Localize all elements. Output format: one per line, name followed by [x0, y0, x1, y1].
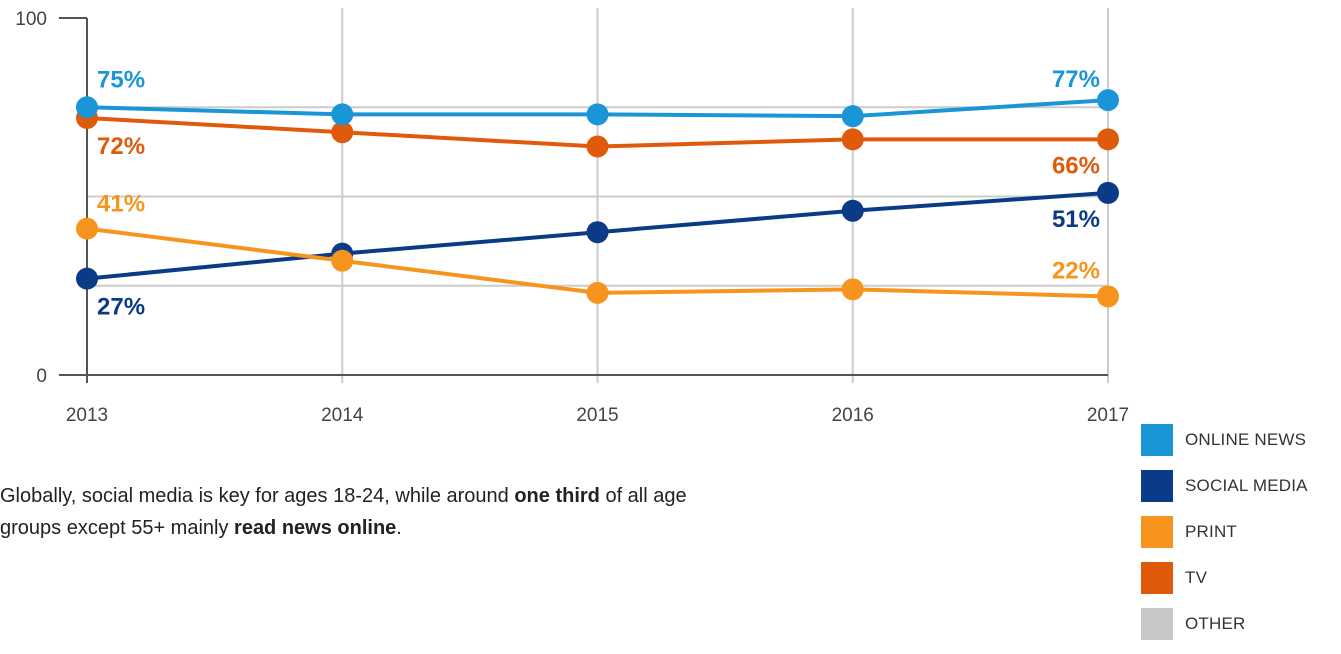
caption-text-2: of all age groups except 55+ mainly	[0, 485, 687, 539]
x-tick-label-2015: 2015	[576, 405, 618, 426]
x-tick-label-2014: 2014	[321, 405, 364, 426]
chart-caption: Globally, social media is key for ages 1…	[0, 480, 700, 544]
data-point-print-2016	[841, 278, 864, 301]
legend-label-other: OTHER	[1185, 614, 1246, 633]
legend-item-social-media: SOCIAL MEDIA	[1141, 470, 1308, 502]
caption-bold-2: read news online	[234, 517, 397, 539]
chart-legend: ONLINE NEWS SOCIAL MEDIA PRINT TV OTHER	[1141, 424, 1308, 654]
data-point-online-news-2015	[586, 103, 609, 126]
data-point-online-news-2017	[1097, 89, 1119, 112]
caption-text-1: Globally, social media is key for ages 1…	[0, 485, 515, 507]
data-point-print-2015	[586, 281, 609, 304]
data-point-online-news-2013	[76, 96, 98, 119]
data-label-print-2013: 41%	[97, 191, 145, 218]
data-point-print-2017	[1097, 285, 1119, 308]
data-label-print-2017: 22%	[1052, 257, 1100, 284]
data-label-tv-2017: 66%	[1052, 152, 1100, 179]
legend-swatch-online-news	[1141, 424, 1173, 456]
y-tick-label-0: 0	[36, 366, 47, 387]
data-label-online-news-2013: 75%	[97, 66, 145, 93]
data-point-print-2013	[76, 217, 98, 240]
legend-swatch-social-media	[1141, 470, 1173, 502]
data-point-social-media-2017	[1097, 181, 1119, 204]
y-tick-label-100: 100	[15, 9, 47, 30]
caption-bold-1: one third	[514, 485, 600, 507]
legend-swatch-other	[1141, 608, 1173, 640]
legend-item-online-news: ONLINE NEWS	[1141, 424, 1308, 456]
legend-label-online-news: ONLINE NEWS	[1185, 430, 1307, 449]
legend-item-print: PRINT	[1141, 516, 1308, 548]
data-label-social-media-2013: 27%	[97, 294, 145, 321]
x-tick-label-2016: 2016	[832, 405, 874, 426]
data-label-online-news-2017: 77%	[1052, 66, 1100, 93]
data-point-tv-2015	[586, 135, 609, 158]
legend-label-tv: TV	[1185, 568, 1208, 587]
data-point-tv-2017	[1097, 128, 1119, 151]
x-tick-label-2013: 2013	[66, 405, 108, 426]
data-point-tv-2014	[331, 121, 354, 144]
data-point-online-news-2016	[841, 105, 864, 128]
legend-item-other: OTHER	[1141, 608, 1308, 640]
data-point-online-news-2014	[331, 103, 354, 126]
line-chart: 0 100 2013 2014 2015 2016 2017 75% 77% 72% 66% 41% 2…	[15, 8, 1129, 426]
caption-text-3: .	[396, 517, 402, 539]
legend-swatch-print	[1141, 516, 1173, 548]
data-point-social-media-2016	[841, 199, 864, 222]
data-label-tv-2013: 72%	[97, 133, 145, 160]
data-point-print-2014	[331, 249, 354, 272]
legend-item-tv: TV	[1141, 562, 1308, 594]
legend-label-social-media: SOCIAL MEDIA	[1185, 476, 1308, 495]
data-point-social-media-2015	[586, 221, 609, 244]
data-label-social-media-2017: 51%	[1052, 206, 1100, 233]
x-tick-label-2017: 2017	[1087, 405, 1129, 426]
legend-swatch-tv	[1141, 562, 1173, 594]
data-point-social-media-2013	[76, 267, 98, 290]
data-point-tv-2016	[841, 128, 864, 151]
legend-label-print: PRINT	[1185, 522, 1237, 541]
